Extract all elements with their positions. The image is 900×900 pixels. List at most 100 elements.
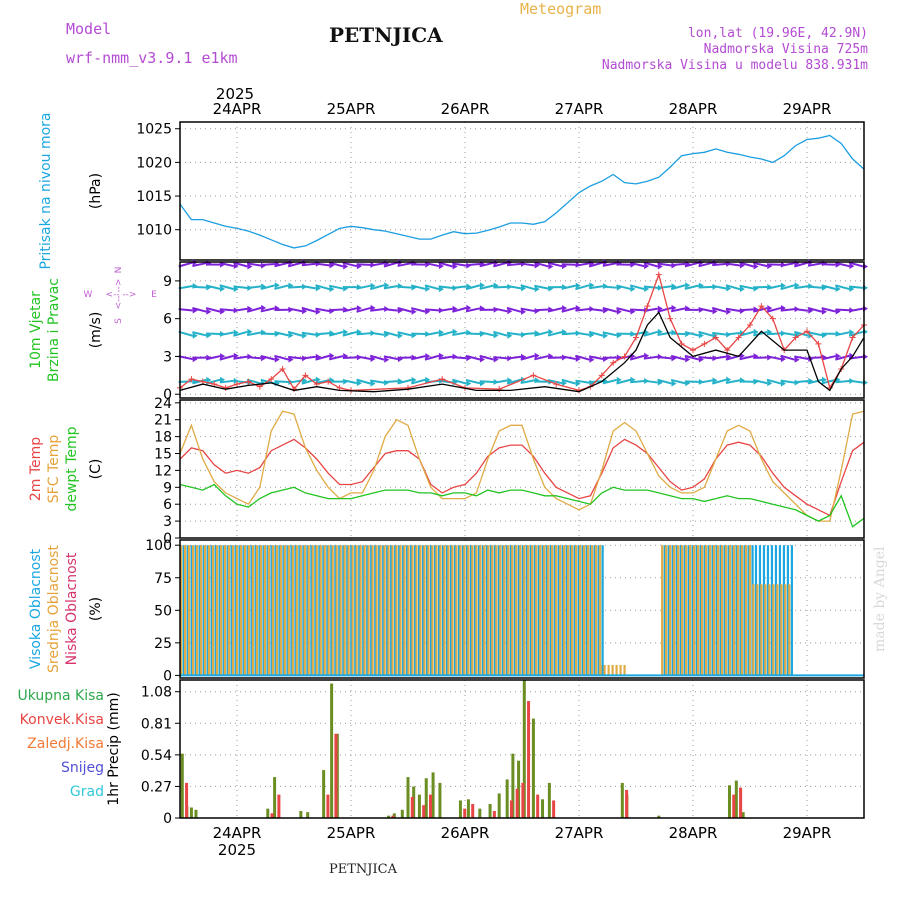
precip-bar — [180, 753, 184, 818]
cloud-mid-bar — [673, 545, 676, 676]
cloud-high-bar — [238, 545, 241, 676]
wind-arrow — [821, 284, 841, 292]
precip-bar — [326, 794, 330, 818]
precip-bar — [509, 800, 513, 818]
cloud-high-bar — [402, 545, 405, 676]
cloud-high-bar — [525, 545, 528, 676]
precip-bar — [400, 809, 404, 818]
cloud-mid-bar — [772, 584, 775, 676]
cloud-mid-bar — [567, 545, 570, 676]
precip-bar — [657, 815, 661, 818]
cloud-mid-bar — [183, 545, 187, 676]
gust-marker — [712, 334, 719, 341]
cloud-high-bar — [585, 545, 588, 676]
panel-precipitation — [175, 679, 865, 819]
cloud-mid-bar — [287, 545, 290, 676]
cloud-mid-bar — [471, 545, 474, 676]
gust-marker — [325, 378, 332, 385]
gust-marker — [279, 366, 286, 373]
date-label-bottom: 27APR — [555, 824, 604, 842]
wind-arrow — [356, 282, 376, 290]
date-label-bottom: 24APR — [213, 824, 262, 842]
footer-station: PETNJICA — [329, 862, 397, 877]
wind-arrow — [301, 376, 321, 385]
cloud-high-bar — [358, 545, 361, 676]
panel-pressure — [175, 121, 865, 261]
cloud-mid-bar — [615, 664, 618, 676]
cloud-high-bar — [390, 545, 393, 676]
cloud-mid-bar — [491, 545, 494, 676]
cloud-mid-bar — [571, 545, 574, 676]
cloud-high-bar — [218, 545, 221, 676]
wind-arrow — [260, 354, 280, 363]
wind-arrow — [657, 304, 677, 313]
cloud-mid-bar — [579, 545, 582, 676]
precip-bar — [334, 733, 338, 818]
cloud-mid-bar — [403, 545, 406, 676]
precip-bar — [270, 813, 274, 818]
y-axis-label: 10m Vjetar — [28, 291, 44, 369]
cloud-high-bar — [711, 545, 714, 676]
cloud-high-bar — [254, 545, 257, 676]
wind-arrow — [739, 261, 759, 270]
y-tick-label: 1015 — [136, 189, 172, 205]
wind-arrow — [287, 307, 308, 315]
date-label-top: 24APR — [213, 100, 262, 118]
gust-marker — [701, 340, 708, 347]
cloud-high-bar — [593, 545, 596, 676]
cloud-mid-bar — [559, 545, 562, 676]
wind-arrow — [287, 330, 308, 339]
wind-arrow — [780, 354, 800, 363]
cloud-high-bar — [366, 545, 369, 676]
cloud-mid-bar — [704, 545, 708, 676]
watermark: made by Angel — [872, 546, 888, 653]
cloud-high-bar — [457, 545, 461, 676]
wind-arrow — [670, 354, 691, 363]
wind-arrow — [561, 355, 581, 363]
cloud-mid-bar — [732, 545, 736, 676]
series-line — [179, 483, 865, 528]
product-title: Meteogram — [520, 0, 602, 18]
cloud-high-bar — [330, 545, 333, 676]
cloud-mid-bar — [685, 545, 688, 676]
precip-bar — [438, 782, 442, 818]
wind-arrow — [629, 352, 650, 361]
cloud-high-bar — [214, 545, 217, 676]
cloud-mid-bar — [215, 545, 219, 676]
cloud-mid-bar — [693, 545, 696, 676]
cloud-mid-bar — [347, 545, 350, 676]
cloud-mid-bar — [784, 584, 787, 676]
cloud-high-bar — [699, 545, 702, 676]
cloud-mid-bar — [399, 545, 402, 676]
wind-arrow — [342, 379, 362, 387]
cloud-high-bar — [258, 545, 261, 676]
cloud-mid-bar — [748, 545, 752, 676]
compass-west: W — [84, 290, 93, 300]
gust-marker — [690, 347, 696, 354]
cloud-high-bar — [549, 545, 552, 676]
cloud-mid-bar — [343, 545, 346, 676]
cloud-high-bar — [703, 545, 706, 676]
precip-bar — [547, 782, 551, 818]
cloud-mid-bar — [519, 545, 522, 676]
precip-bar — [458, 800, 462, 818]
wind-arrow — [561, 304, 581, 313]
wind-arrow — [629, 261, 650, 270]
cloud-high-bar — [754, 545, 758, 676]
cloud-high-bar — [282, 545, 285, 676]
wind-arrow — [438, 305, 458, 312]
y-tick-label: 0.81 — [141, 716, 172, 732]
precip-bar — [429, 794, 433, 818]
cloud-mid-bar — [451, 545, 454, 676]
wind-arrow — [383, 330, 403, 339]
wind-arrow — [452, 378, 472, 387]
cloud-mid-bar — [499, 545, 502, 676]
compass-north: N — [114, 267, 124, 274]
gust-marker — [792, 334, 799, 341]
gust-marker — [655, 271, 662, 278]
cloud-mid-bar — [323, 545, 326, 676]
y-axis-label: SFC Temp — [46, 435, 62, 504]
wind-arrow — [438, 328, 458, 337]
cloud-mid-bar — [219, 545, 223, 676]
cloud-mid-bar — [255, 545, 259, 676]
